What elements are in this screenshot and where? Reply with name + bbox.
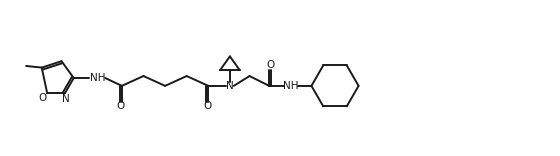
Text: O: O (38, 93, 46, 103)
Text: O: O (203, 102, 212, 112)
Text: NH: NH (283, 81, 298, 91)
Text: N: N (62, 94, 70, 104)
Text: O: O (116, 102, 125, 112)
Text: N: N (226, 81, 234, 91)
Text: O: O (266, 60, 274, 70)
Text: NH: NH (90, 73, 105, 83)
